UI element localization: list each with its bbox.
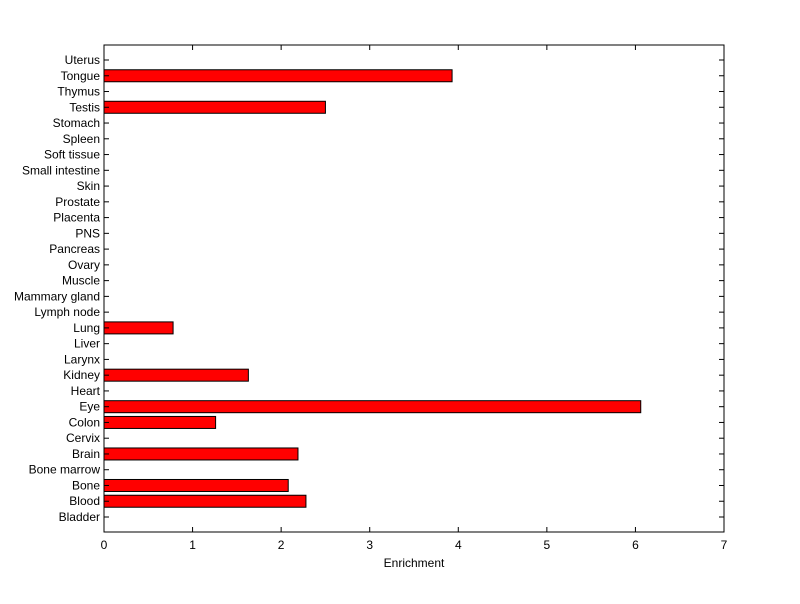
bars-group [103, 69, 642, 508]
plot-frame [103, 44, 725, 533]
bar-testis [103, 100, 326, 114]
y-tick-label: Larynx [64, 352, 100, 366]
bar-tongue [103, 69, 453, 83]
y-tick-label: Lung [73, 321, 100, 335]
x-tick-label: 5 [544, 538, 551, 552]
x-tick-label: 7 [721, 538, 728, 552]
y-tick-label: Brain [72, 447, 100, 461]
y-tick-label: Heart [71, 384, 101, 398]
y-tick-label: Testis [69, 100, 100, 114]
y-tick-label: Pancreas [49, 242, 100, 256]
y-tick-label: Thymus [57, 85, 100, 99]
bar-colon [103, 415, 217, 429]
x-tick-label: 0 [101, 538, 108, 552]
bar-blood [103, 494, 307, 508]
bar-lung [103, 321, 174, 335]
y-tick-label: Eye [79, 400, 100, 414]
y-tick-label: Placenta [53, 211, 100, 225]
y-tick-label: Liver [74, 337, 100, 351]
y-tick-label: Stomach [53, 116, 100, 130]
y-tick-label: Spleen [63, 132, 100, 146]
y-tick-label: Soft tissue [44, 148, 100, 162]
x-tick-label: 1 [189, 538, 196, 552]
y-tick-label: Blood [69, 494, 100, 508]
y-tick-label: Uterus [65, 53, 100, 67]
y-tick-label: Tongue [61, 69, 101, 83]
y-tick-label: Bone marrow [29, 463, 101, 477]
y-tick-label: Lymph node [34, 305, 100, 319]
x-tick-label: 6 [632, 538, 639, 552]
y-tick-label: Bone [72, 478, 100, 492]
bar-eye [103, 400, 642, 414]
y-tick-label: Kidney [63, 368, 100, 382]
x-tick-label: 2 [278, 538, 285, 552]
y-tick-label: Colon [69, 415, 100, 429]
x-axis-label: Enrichment [384, 556, 445, 570]
y-tick-label: Prostate [55, 195, 100, 209]
y-tick-label: Cervix [66, 431, 100, 445]
x-tick-label: 4 [455, 538, 462, 552]
y-tick-label: Small intestine [22, 163, 100, 177]
x-tick-label: 3 [366, 538, 373, 552]
y-tick-label: PNS [75, 226, 100, 240]
y-tick-label: Skin [77, 179, 100, 193]
y-tick-label: Muscle [62, 274, 100, 288]
bar-brain [103, 447, 299, 461]
y-tick-label: Bladder [59, 510, 100, 524]
bar-bone [103, 478, 289, 492]
y-tick-label: Ovary [68, 258, 100, 272]
ticks-group [103, 45, 725, 532]
y-tick-label: Mammary gland [14, 289, 100, 303]
bar-kidney [103, 368, 249, 382]
